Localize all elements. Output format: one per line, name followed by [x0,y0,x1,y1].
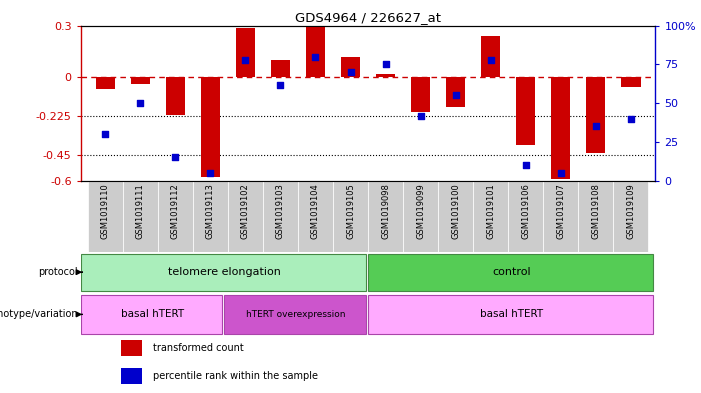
Point [520,162,531,168]
Bar [411,77,430,112]
Text: GSM1019106: GSM1019106 [522,183,530,239]
Bar [95,77,115,89]
Text: GSM1019112: GSM1019112 [171,183,179,239]
Point [170,154,181,161]
Bar [306,27,325,77]
Point [310,53,321,60]
Point [205,170,216,176]
Point [100,131,111,137]
Text: GSM1019104: GSM1019104 [311,183,320,239]
Bar [158,181,193,252]
Bar [543,181,578,252]
Point [415,112,426,119]
Text: GSM1019108: GSM1019108 [592,183,600,239]
Bar [621,77,641,87]
Bar [368,295,653,334]
Bar [368,253,653,291]
Text: telomere elongation: telomere elongation [168,267,281,277]
Bar [130,77,150,84]
Bar [578,181,613,252]
Text: GSM1019109: GSM1019109 [627,183,635,239]
Text: GSM1019100: GSM1019100 [451,183,460,239]
Point [590,123,601,130]
Bar [165,77,185,115]
Bar [81,295,222,334]
Bar [224,295,366,334]
Bar [613,181,648,252]
Text: transformed count: transformed count [153,343,244,353]
Text: GSM1019110: GSM1019110 [101,183,109,239]
Point [240,57,251,63]
Bar [516,77,536,145]
Point [555,170,566,176]
Text: GSM1019107: GSM1019107 [557,183,565,239]
Point [450,92,461,99]
Point [485,57,496,63]
Point [380,61,391,68]
Bar [403,181,438,252]
Bar [586,77,606,153]
Point [135,100,146,106]
Bar [298,181,333,252]
Text: GSM1019099: GSM1019099 [416,183,425,239]
Bar [236,28,255,77]
Bar [368,181,403,252]
Bar [193,181,228,252]
Bar [481,36,501,77]
Bar [123,181,158,252]
Text: GSM1019111: GSM1019111 [136,183,144,239]
Text: GSM1019101: GSM1019101 [486,183,495,239]
Text: GSM1019113: GSM1019113 [206,183,215,239]
Title: GDS4964 / 226627_at: GDS4964 / 226627_at [295,11,441,24]
Text: hTERT overexpression: hTERT overexpression [247,310,346,319]
Text: basal hTERT: basal hTERT [121,309,184,320]
Point [625,116,637,122]
Text: GSM1019103: GSM1019103 [276,183,285,239]
Bar [341,57,360,77]
Text: protocol: protocol [38,267,78,277]
Text: GSM1019105: GSM1019105 [346,183,355,239]
Bar [81,253,366,291]
Bar [376,74,395,77]
Bar [508,181,543,252]
Point [275,81,286,88]
Text: GSM1019102: GSM1019102 [241,183,250,239]
Bar [438,181,473,252]
Text: control: control [492,267,531,277]
Bar [88,181,123,252]
Text: basal hTERT: basal hTERT [480,309,543,320]
Bar [333,181,368,252]
Bar [551,77,571,179]
Bar [263,181,298,252]
Point [345,69,356,75]
Bar [271,60,290,77]
Bar [121,369,142,384]
Text: genotype/variation: genotype/variation [0,309,78,320]
Bar [446,77,465,107]
Bar [228,181,263,252]
Text: percentile rank within the sample: percentile rank within the sample [153,371,318,382]
Bar [121,340,142,356]
Bar [473,181,508,252]
Bar [200,77,220,177]
Text: GSM1019098: GSM1019098 [381,183,390,239]
